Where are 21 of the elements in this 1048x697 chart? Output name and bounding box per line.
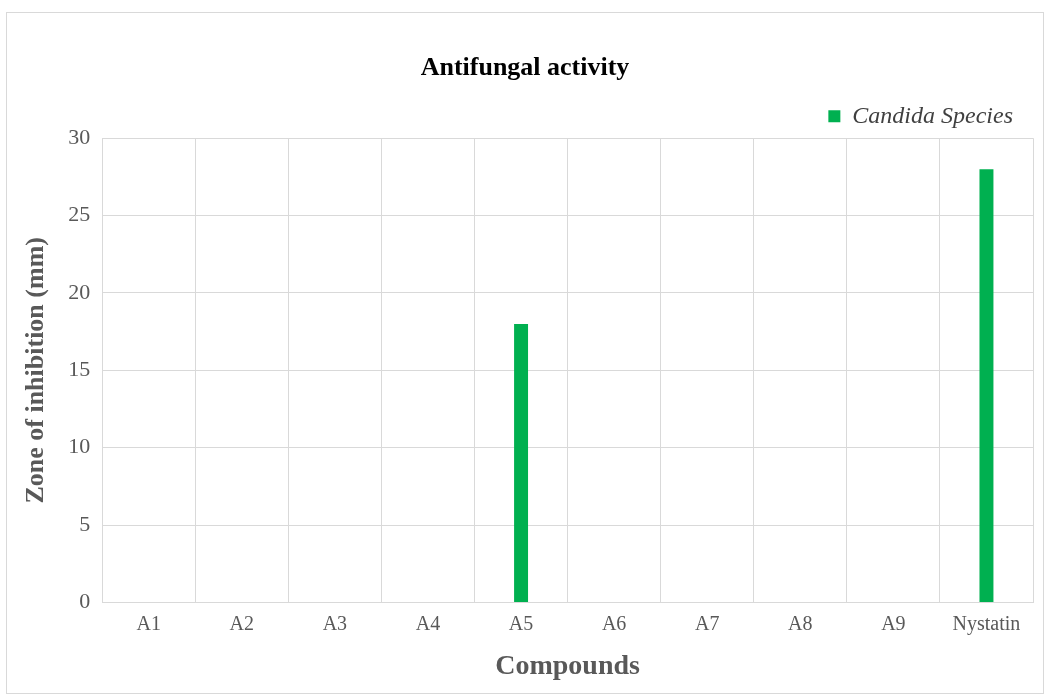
y-tick-label: 15 xyxy=(68,356,91,382)
x-tick-label: A7 xyxy=(694,611,720,634)
y-tick-label: 0 xyxy=(79,588,91,614)
chart-title: Antifungal activity xyxy=(420,52,630,82)
y-tick-label: 25 xyxy=(68,201,91,227)
x-tick-label: A4 xyxy=(415,611,441,634)
x-tick-label: A6 xyxy=(601,611,627,634)
x-tick-label: A5 xyxy=(508,611,534,634)
x-tick-label: A3 xyxy=(322,611,348,634)
x-axis-title: Compounds xyxy=(495,649,641,681)
x-tick-label: A2 xyxy=(229,611,255,634)
x-tick-label: A9 xyxy=(881,611,906,634)
x-tick-label: A8 xyxy=(788,611,813,634)
legend-label: Candida Species xyxy=(852,101,1013,128)
y-axis-title: Zone of inhibition (mm) xyxy=(20,237,50,504)
x-tick-label: A1 xyxy=(136,611,161,634)
y-tick-label: 20 xyxy=(68,278,91,304)
y-tick-label: 5 xyxy=(79,510,91,536)
x-tick-label: Nystatin xyxy=(952,611,1021,635)
y-tick-label: 30 xyxy=(68,123,91,149)
y-tick-label: 10 xyxy=(68,433,91,459)
